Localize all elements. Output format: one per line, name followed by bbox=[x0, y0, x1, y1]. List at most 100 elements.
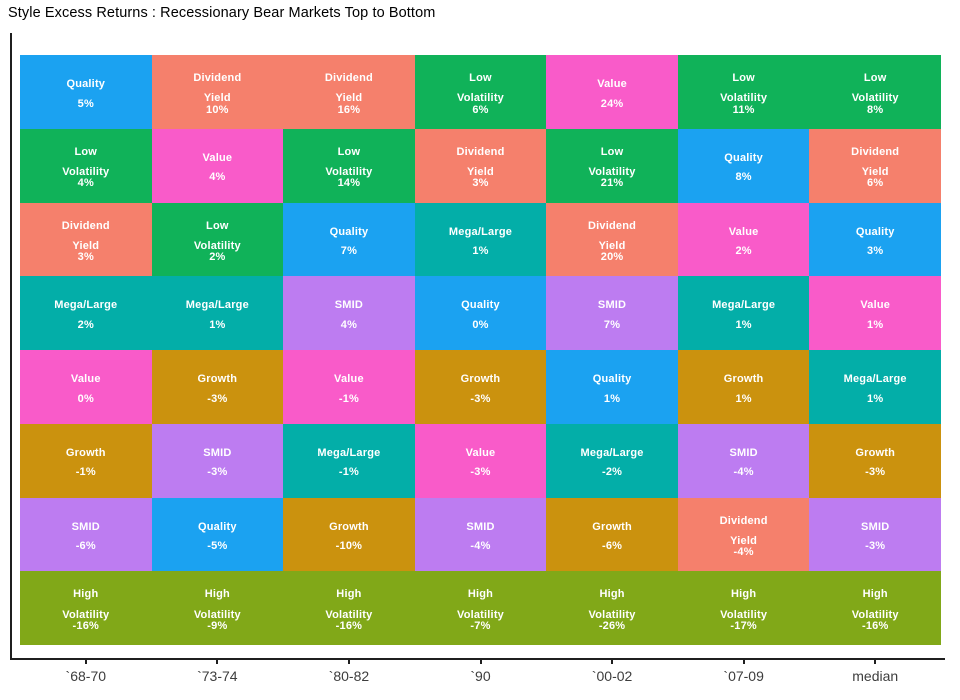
x-axis-tick bbox=[874, 660, 877, 664]
quilt-cell: High Volatility -17% bbox=[677, 571, 810, 645]
cell-value-label: 1% bbox=[735, 318, 752, 331]
cell-style-label: Low Volatility bbox=[851, 72, 899, 105]
quilt-cell: Quality 1% bbox=[546, 350, 678, 424]
cell-value-label: -5% bbox=[207, 540, 228, 553]
cell-style-label: High Volatility bbox=[325, 588, 373, 621]
quilt-cell: Quality -5% bbox=[151, 497, 284, 572]
cell-value-label: 2% bbox=[77, 318, 94, 331]
cell-style-label: Dividend Yield bbox=[193, 72, 242, 105]
quilt-cell: Value -1% bbox=[283, 350, 415, 424]
cell-style-label: SMID bbox=[729, 446, 758, 459]
cell-style-label: SMID bbox=[597, 299, 627, 312]
cell-style-label: Growth bbox=[197, 373, 238, 386]
cell-value-label: -4% bbox=[733, 546, 754, 559]
cell-value-label: 21% bbox=[600, 177, 624, 190]
cell-style-label: Low Volatility bbox=[325, 145, 373, 179]
cell-value-label: 1% bbox=[209, 318, 226, 331]
quilt-cell: Dividend Yield 10% bbox=[151, 55, 284, 129]
cell-value-label: 1% bbox=[867, 318, 884, 331]
cell-value-label: -3% bbox=[865, 540, 886, 553]
x-axis-label: `73-74 bbox=[197, 668, 238, 684]
cell-style-label: SMID bbox=[861, 520, 890, 533]
x-axis-line bbox=[10, 658, 945, 660]
cell-style-label: Value bbox=[860, 299, 891, 312]
cell-style-label: SMID bbox=[203, 446, 232, 459]
cell-value-label: -16% bbox=[72, 619, 100, 632]
x-axis-label: `00-02 bbox=[591, 668, 633, 684]
quilt-cell: High Volatility -16% bbox=[20, 571, 152, 645]
x-axis-label: `07-09 bbox=[723, 668, 764, 684]
quilt-cell: Growth -6% bbox=[546, 497, 678, 572]
cell-value-label: -1% bbox=[75, 466, 96, 479]
quilt-cell: Value 0% bbox=[20, 350, 152, 424]
cell-style-label: Mega/Large bbox=[843, 373, 907, 386]
cell-value-label: -3% bbox=[470, 392, 491, 405]
cell-value-label: -16% bbox=[861, 619, 889, 632]
quilt-cell: SMID -6% bbox=[20, 497, 152, 572]
quilt-cell: Mega/Large 1% bbox=[414, 202, 547, 277]
y-axis-line bbox=[10, 33, 12, 660]
quilt-cell: SMID 7% bbox=[546, 276, 678, 350]
quilt-cell: Low Volatility 4% bbox=[20, 128, 152, 203]
cell-style-label: High Volatility bbox=[456, 588, 504, 621]
cell-value-label: -2% bbox=[601, 466, 623, 479]
quilt-cell: Value 1% bbox=[809, 276, 941, 350]
cell-value-label: 2% bbox=[209, 251, 226, 264]
x-axis-tick bbox=[84, 660, 87, 664]
quilt-cell: Mega/Large 1% bbox=[677, 276, 810, 350]
cell-style-label: Quality bbox=[855, 225, 895, 238]
cell-style-label: Growth bbox=[65, 446, 106, 459]
cell-value-label: 6% bbox=[867, 177, 884, 190]
cell-value-label: 14% bbox=[337, 177, 361, 190]
quilt-cell: Value -3% bbox=[414, 423, 547, 498]
quilt-cell: Quality 8% bbox=[677, 128, 810, 203]
cell-style-label: Value bbox=[728, 225, 759, 238]
cell-style-label: Mega/Large bbox=[712, 299, 776, 312]
cell-style-label: Growth bbox=[592, 520, 632, 533]
quilt-cell: Growth -3% bbox=[414, 350, 547, 424]
cell-value-label: 7% bbox=[603, 318, 621, 331]
cell-value-label: 2% bbox=[735, 245, 752, 258]
x-axis-label: `90 bbox=[470, 668, 491, 684]
cell-value-label: -3% bbox=[865, 466, 886, 479]
x-axis-tick bbox=[216, 660, 219, 664]
quilt-cell: Mega/Large -1% bbox=[283, 423, 415, 498]
chart-title: Style Excess Returns : Recessionary Bear… bbox=[8, 5, 436, 21]
cell-value-label: -3% bbox=[207, 466, 228, 479]
quilt-cell: Mega/Large 2% bbox=[20, 276, 152, 350]
cell-style-label: Dividend Yield bbox=[456, 145, 505, 179]
cell-value-label: 4% bbox=[77, 177, 94, 190]
x-axis-tick bbox=[742, 660, 745, 664]
cell-value-label: 3% bbox=[77, 251, 94, 264]
quilt-cell: SMID -4% bbox=[677, 423, 810, 498]
cell-style-label: SMID bbox=[334, 299, 364, 312]
quilt-cell: Growth -3% bbox=[809, 423, 941, 498]
cell-value-label: 3% bbox=[472, 177, 489, 190]
cell-style-label: Low Volatility bbox=[720, 72, 768, 105]
quilt-cell: High Volatility -7% bbox=[414, 571, 547, 645]
quilt-cell: Dividend Yield 3% bbox=[20, 202, 152, 277]
cell-style-label: Mega/Large bbox=[580, 446, 644, 459]
cell-value-label: 24% bbox=[600, 97, 624, 110]
quilt-cell: Low Volatility 6% bbox=[414, 55, 547, 129]
quilt-cell: SMID -4% bbox=[414, 497, 547, 572]
cell-style-label: Quality bbox=[329, 225, 369, 238]
quilt-cell: SMID -3% bbox=[151, 423, 284, 498]
cell-style-label: Quality bbox=[592, 373, 632, 386]
quilt-cell: High Volatility -16% bbox=[283, 571, 415, 645]
quilt-cell: Quality 7% bbox=[283, 202, 415, 277]
cell-style-label: Quality bbox=[724, 151, 763, 164]
cell-style-label: Value bbox=[465, 446, 496, 459]
quilt-cell: Quality 0% bbox=[414, 276, 547, 350]
quilt-cell: Value 4% bbox=[151, 128, 284, 203]
quilt-cell: High Volatility -26% bbox=[546, 571, 678, 645]
cell-value-label: -7% bbox=[470, 619, 491, 632]
cell-value-label: -1% bbox=[338, 466, 359, 479]
cell-style-label: Mega/Large bbox=[185, 299, 249, 312]
quilt-cell: Value 24% bbox=[546, 55, 678, 129]
cell-style-label: SMID bbox=[71, 520, 100, 533]
cell-style-label: Mega/Large bbox=[54, 299, 118, 312]
x-axis-tick bbox=[347, 660, 350, 664]
quilt-grid: Quality 5% Dividend Yield 10% Dividend Yield 16… bbox=[20, 55, 941, 645]
cell-style-label: Quality bbox=[461, 299, 500, 312]
